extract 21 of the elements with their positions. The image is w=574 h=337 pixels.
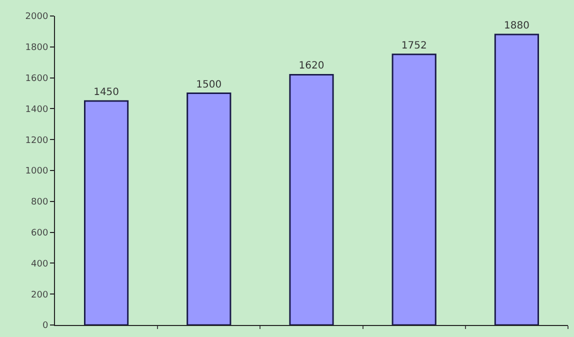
y-tick-label: 400	[31, 259, 48, 270]
bar	[392, 54, 436, 325]
bar	[289, 74, 334, 325]
bar	[84, 100, 129, 325]
bar	[186, 92, 232, 325]
data-label: 1500	[196, 79, 222, 90]
y-tick-label: 2000	[25, 12, 48, 22]
y-tick-label: 1400	[25, 104, 48, 115]
y-tick-label: 600	[31, 228, 48, 238]
data-label: 1450	[94, 86, 120, 98]
data-label: 1880	[504, 20, 530, 32]
y-tick-label: 0	[42, 321, 48, 332]
bar	[494, 34, 539, 325]
data-label: 1752	[401, 40, 427, 52]
y-tick-label: 1000	[25, 166, 48, 177]
data-label: 1620	[298, 60, 324, 72]
y-tick-label: 200	[31, 290, 48, 300]
y-tick-label: 800	[31, 198, 48, 208]
y-tick-label: 1800	[25, 43, 48, 54]
y-tick-label: 1600	[25, 74, 48, 84]
y-tick-label: 1200	[25, 136, 48, 146]
